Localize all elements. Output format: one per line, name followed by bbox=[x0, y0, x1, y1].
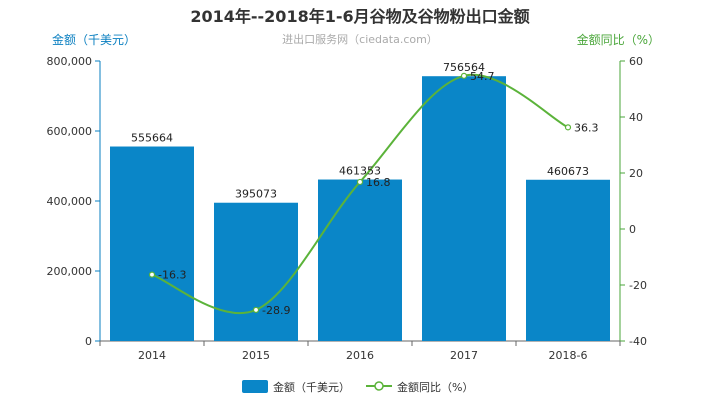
bar bbox=[422, 76, 506, 341]
left-tick-label: 200,000 bbox=[47, 265, 93, 278]
legend: 金额（千美元） 金额同比（%） bbox=[242, 380, 473, 394]
bar-value-label: 461353 bbox=[339, 165, 381, 178]
bars bbox=[110, 76, 610, 341]
bar bbox=[318, 179, 402, 341]
bar bbox=[214, 202, 298, 341]
left-tick-label: 800,000 bbox=[47, 55, 93, 68]
line-point bbox=[460, 72, 468, 79]
legend-marker-line bbox=[374, 381, 384, 391]
right-tick-label: -40 bbox=[629, 335, 647, 348]
legend-swatch-bar bbox=[242, 380, 268, 393]
axes: 0 200,000 400,000 600,000 800,000 -40 -20 0 20 40… bbox=[47, 55, 647, 362]
x-tick-label: 2017 bbox=[450, 349, 478, 362]
right-tick-label: 40 bbox=[629, 111, 643, 124]
legend-label-line: 金额同比（%） bbox=[397, 380, 473, 394]
x-tick-label: 2014 bbox=[138, 349, 166, 362]
line-value-label: 36.3 bbox=[574, 121, 599, 134]
left-tick-label: 400,000 bbox=[47, 195, 93, 208]
chart-subtitle: 进出口服务网（ciedata.com） bbox=[282, 32, 438, 46]
line-value-label: -28.9 bbox=[262, 304, 290, 317]
left-axis-label: 金额（千美元） bbox=[52, 32, 136, 47]
bar-value-label: 555664 bbox=[131, 132, 173, 145]
x-tick-label: 2015 bbox=[242, 349, 270, 362]
x-tick-label: 2018-6 bbox=[549, 349, 588, 362]
x-tick-label: 2016 bbox=[346, 349, 374, 362]
bar-value-label: 460673 bbox=[547, 165, 589, 178]
bar bbox=[110, 146, 194, 341]
bar-value-label: 395073 bbox=[235, 188, 277, 201]
right-tick-label: 60 bbox=[629, 55, 643, 68]
right-tick-label: -20 bbox=[629, 279, 647, 292]
legend-label-bar: 金额（千美元） bbox=[273, 380, 350, 394]
left-tick-label: 600,000 bbox=[47, 125, 93, 138]
line-point bbox=[252, 306, 260, 314]
data-labels: 555664 395073 461353 756564 460673 -16.3 -28.9… bbox=[131, 61, 599, 317]
line-series bbox=[148, 72, 572, 315]
chart-title: 2014年--2018年1-6月谷物及谷物粉出口金额 bbox=[190, 7, 529, 26]
line-value-label: -16.3 bbox=[158, 269, 186, 282]
line-value-label: 16.8 bbox=[366, 176, 391, 189]
right-tick-label: 0 bbox=[629, 223, 636, 236]
right-tick-label: 20 bbox=[629, 167, 643, 180]
line-value-label: 54.7 bbox=[470, 70, 495, 83]
bar bbox=[526, 179, 610, 341]
bar-value-label: 756564 bbox=[443, 61, 485, 74]
line-point bbox=[564, 124, 572, 131]
left-tick-label: 0 bbox=[85, 335, 92, 348]
line-point bbox=[356, 178, 364, 186]
right-axis-label: 金额同比（%） bbox=[577, 32, 660, 47]
line-point bbox=[148, 271, 156, 278]
